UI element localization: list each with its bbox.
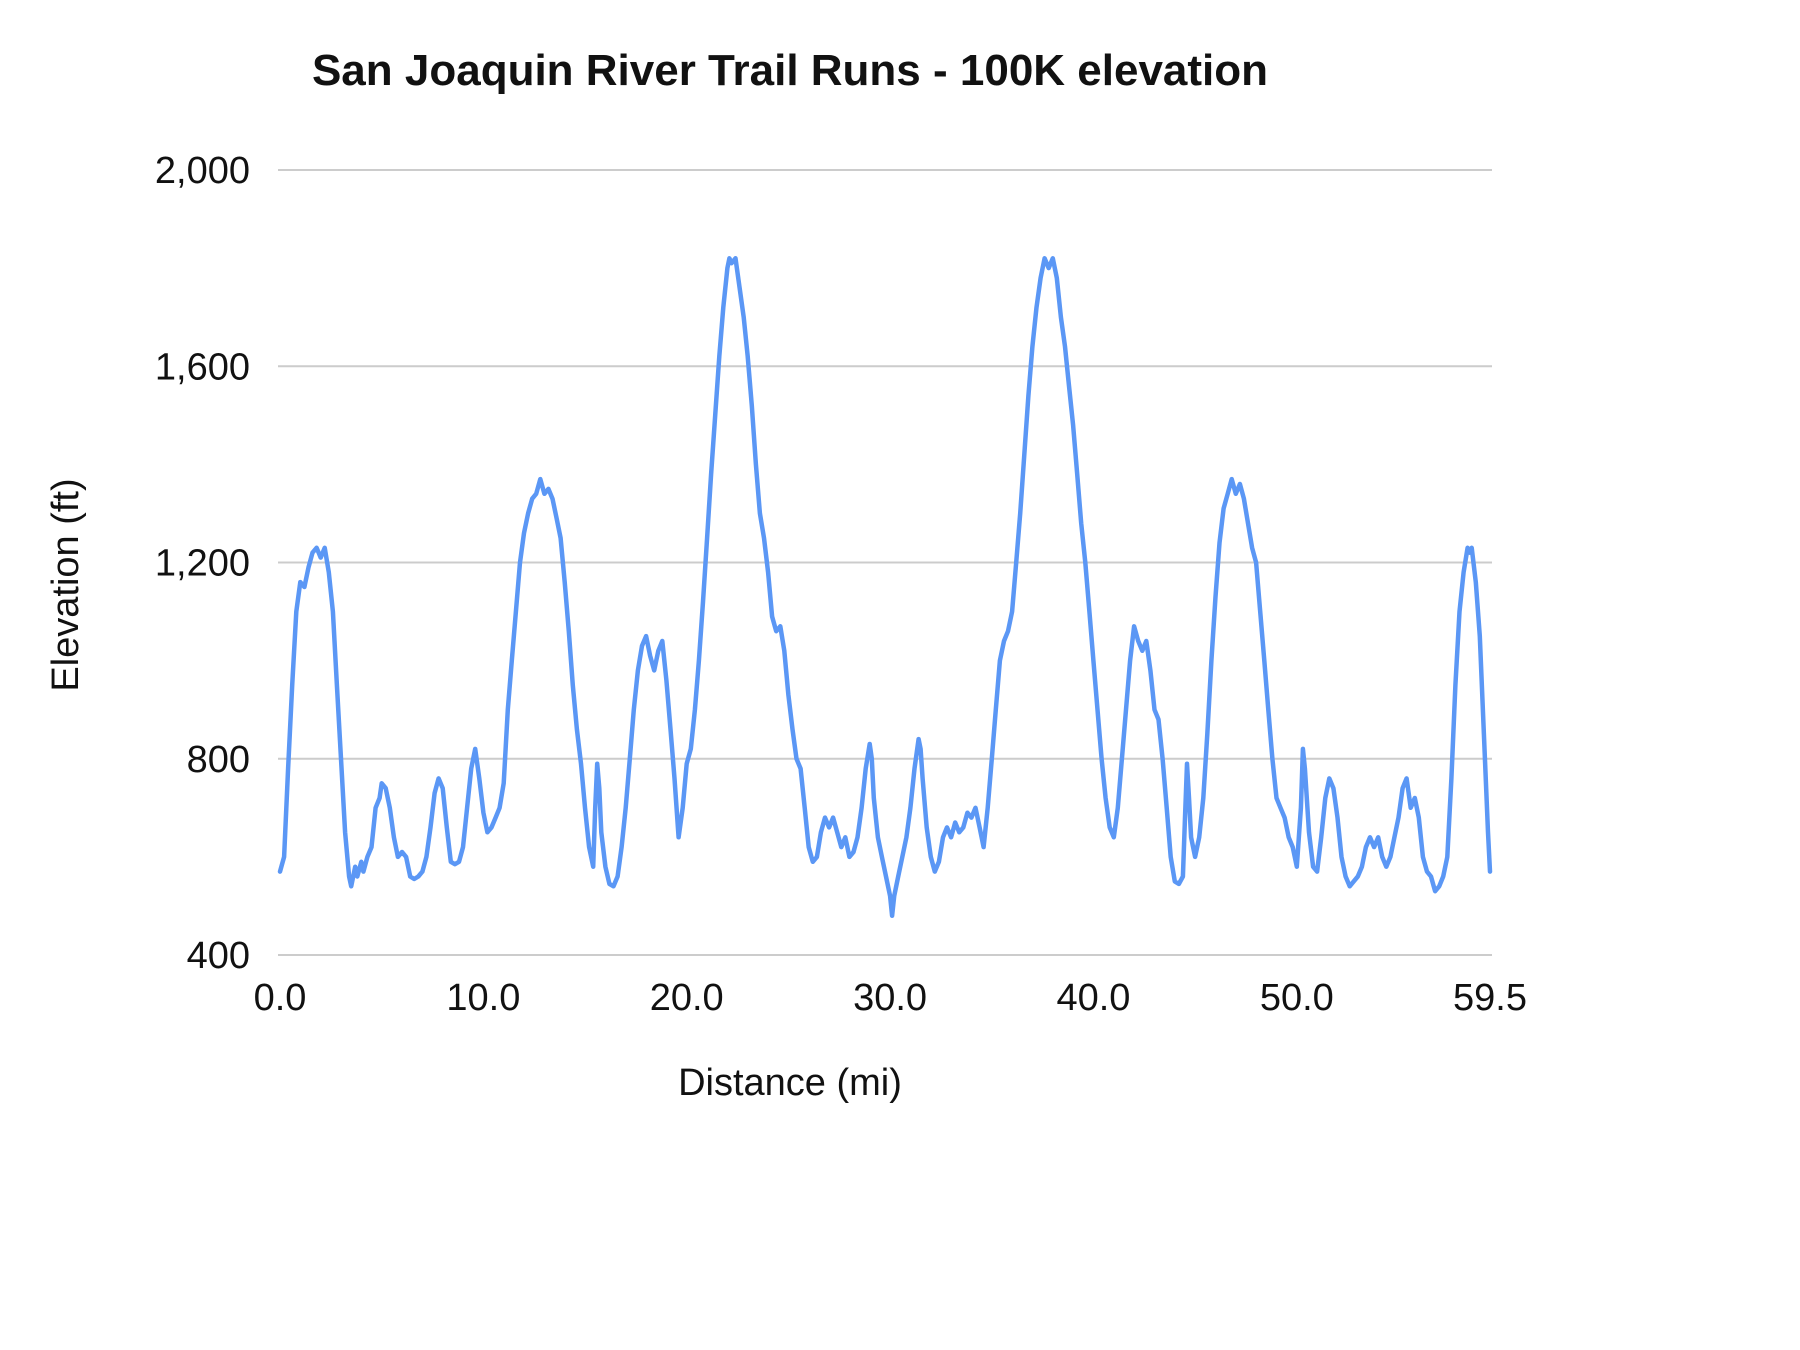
- x-axis-ticks: 0.0 10.0 20.0 30.0 40.0 50.0 59.5: [254, 977, 1527, 1019]
- x-axis-label: Distance (mi): [678, 1062, 902, 1104]
- gridlines: [278, 169, 1492, 956]
- x-tick-label: 20.0: [650, 977, 724, 1019]
- chart-title: San Joaquin River Trail Runs - 100K elev…: [312, 46, 1268, 95]
- y-axis-label: Elevation (ft): [45, 478, 87, 691]
- y-tick-label: 2,000: [155, 150, 250, 192]
- x-tick-label: 50.0: [1260, 977, 1334, 1019]
- y-tick-label: 1,600: [155, 346, 250, 388]
- x-tick-label: 0.0: [254, 977, 307, 1019]
- x-tick-label: 10.0: [446, 977, 520, 1019]
- y-axis-ticks: 400 800 1,200 1,600 2,000: [155, 150, 250, 977]
- x-tick-label: 30.0: [853, 977, 927, 1019]
- elevation-line: [277, 256, 1493, 919]
- x-tick-label: 59.5: [1453, 977, 1527, 1019]
- x-tick-label: 40.0: [1056, 977, 1130, 1019]
- y-tick-label: 800: [187, 739, 250, 781]
- y-tick-label: 1,200: [155, 543, 250, 585]
- y-tick-label: 400: [187, 935, 250, 977]
